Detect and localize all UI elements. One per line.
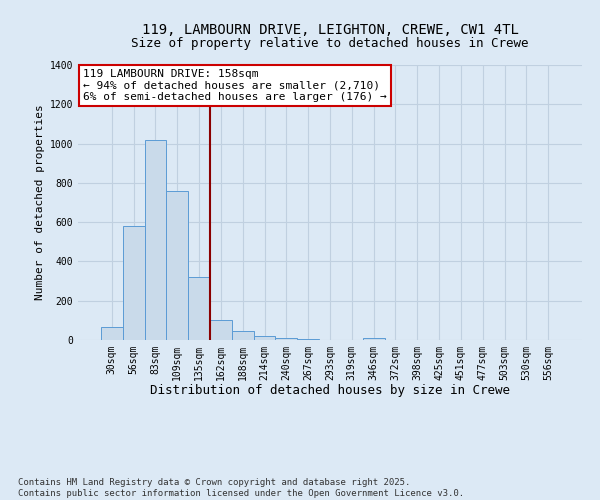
X-axis label: Distribution of detached houses by size in Crewe: Distribution of detached houses by size … <box>150 384 510 398</box>
Text: Size of property relative to detached houses in Crewe: Size of property relative to detached ho… <box>131 38 529 51</box>
Text: 119 LAMBOURN DRIVE: 158sqm
← 94% of detached houses are smaller (2,710)
6% of se: 119 LAMBOURN DRIVE: 158sqm ← 94% of deta… <box>83 69 387 102</box>
Text: 119, LAMBOURN DRIVE, LEIGHTON, CREWE, CW1 4TL: 119, LAMBOURN DRIVE, LEIGHTON, CREWE, CW… <box>142 22 518 36</box>
Bar <box>123 226 145 340</box>
Bar <box>145 140 166 340</box>
Bar <box>166 190 188 340</box>
Bar <box>275 338 297 340</box>
Bar <box>363 338 385 340</box>
Bar <box>101 327 123 340</box>
Bar <box>232 331 254 340</box>
Text: Contains HM Land Registry data © Crown copyright and database right 2025.
Contai: Contains HM Land Registry data © Crown c… <box>18 478 464 498</box>
Y-axis label: Number of detached properties: Number of detached properties <box>35 104 46 300</box>
Bar <box>210 320 232 340</box>
Bar <box>188 277 210 340</box>
Bar <box>254 336 275 340</box>
